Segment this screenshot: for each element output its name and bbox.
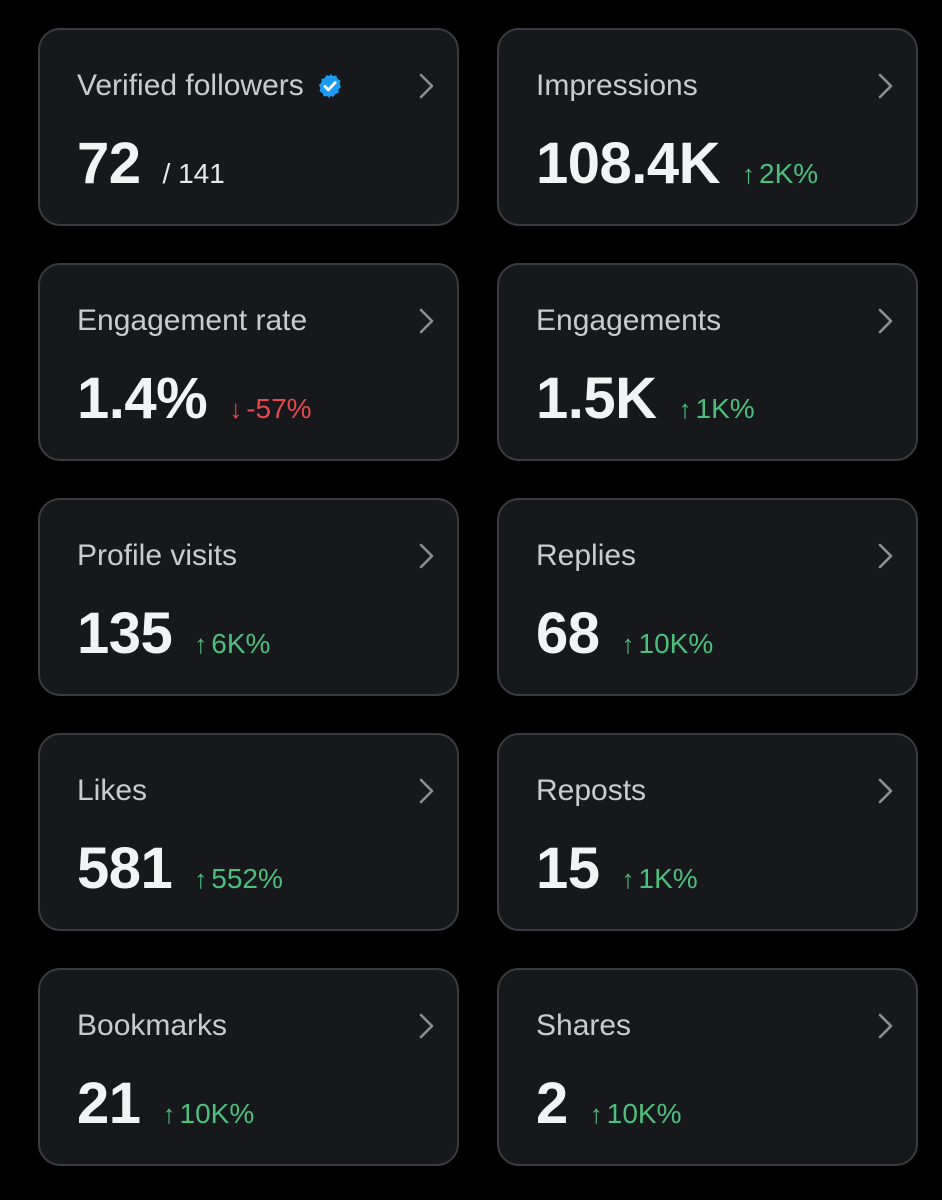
metric-value: 135 (77, 601, 173, 666)
arrow-up-icon: ↑ (621, 864, 635, 894)
metric-change-value: 1K% (638, 863, 698, 894)
arrow-up-icon: ↑ (194, 629, 208, 659)
metric-change-value: 10K% (606, 1098, 682, 1129)
metric-label-row: Likes (77, 773, 147, 809)
metric-value-row: 108.4K ↑ 2K% (536, 130, 818, 198)
metric-change-value: -57% (246, 393, 312, 424)
chevron-right-icon (419, 778, 434, 804)
metric-card-bookmarks[interactable]: Bookmarks 21 ↑ 10K% (38, 968, 459, 1166)
metric-card-engagement-rate[interactable]: Engagement rate 1.4% ↓ -57% (38, 263, 459, 461)
chevron-right-icon (878, 778, 893, 804)
metric-change: ↑ 6K% (194, 628, 270, 660)
metric-label-row: Engagement rate (77, 303, 307, 339)
metric-label: Replies (536, 539, 637, 572)
metric-change-value: 6K% (211, 628, 271, 659)
metric-label: Shares (536, 1009, 632, 1042)
metric-card-impressions[interactable]: Impressions 108.4K ↑ 2K% (497, 28, 918, 226)
metric-card-reposts[interactable]: Reposts 15 ↑ 1K% (497, 733, 918, 931)
metric-label-row: Verified followers (77, 68, 344, 104)
metric-value: 68 (536, 601, 600, 666)
metric-change: ↑ 1K% (679, 393, 755, 425)
metric-card-replies[interactable]: Replies 68 ↑ 10K% (497, 498, 918, 696)
arrow-down-icon: ↓ (229, 394, 243, 424)
verified-badge-icon (318, 73, 341, 99)
metric-card-engagements[interactable]: Engagements 1.5K ↑ 1K% (497, 263, 918, 461)
metric-card-shares[interactable]: Shares 2 ↑ 10K% (497, 968, 918, 1166)
metric-value: 15 (536, 836, 600, 901)
chevron-right-icon (878, 73, 893, 99)
metric-change: ↓ -57% (229, 393, 311, 425)
metric-change: ↑ 10K% (163, 1098, 255, 1130)
metric-value: 581 (77, 836, 173, 901)
metrics-grid: Verified followers 72 / 141 Impressions … (38, 28, 918, 1166)
metric-change: ↑ 10K% (590, 1098, 682, 1130)
metric-label-row: Shares (536, 1008, 631, 1044)
metric-value-row: 135 ↑ 6K% (77, 600, 270, 668)
metric-value-row: 15 ↑ 1K% (536, 835, 698, 903)
arrow-up-icon: ↑ (194, 864, 208, 894)
metric-label: Engagement rate (77, 304, 308, 337)
metric-change-value: 2K% (759, 158, 819, 189)
metric-label: Bookmarks (77, 1009, 228, 1042)
metric-label: Impressions (536, 69, 698, 102)
metric-value-row: 21 ↑ 10K% (77, 1070, 254, 1138)
arrow-up-icon: ↑ (162, 1099, 176, 1129)
metric-label-row: Engagements (536, 303, 721, 339)
metric-change: ↑ 552% (194, 863, 283, 895)
metric-label-row: Reposts (536, 773, 646, 809)
metric-value: 1.4% (77, 366, 208, 431)
metric-change-value: 552% (211, 863, 283, 894)
metric-card-verified-followers[interactable]: Verified followers 72 / 141 (38, 28, 459, 226)
metric-change-value: 10K% (179, 1098, 255, 1129)
metric-value-row: 2 ↑ 10K% (536, 1070, 681, 1138)
chevron-right-icon (878, 308, 893, 334)
metric-change: ↑ 10K% (622, 628, 714, 660)
metric-label-row: Impressions (536, 68, 698, 104)
metric-value-row: 581 ↑ 552% (77, 835, 283, 903)
metric-total: / 141 (162, 158, 225, 189)
arrow-up-icon: ↑ (589, 1099, 603, 1129)
chevron-right-icon (419, 1013, 434, 1039)
chevron-right-icon (419, 543, 434, 569)
chevron-right-icon (419, 73, 434, 99)
arrow-up-icon: ↑ (678, 394, 692, 424)
metric-change-value: 10K% (638, 628, 714, 659)
metric-change-value: 1K% (695, 393, 755, 424)
metric-change: ↑ 2K% (742, 158, 818, 190)
metric-value: 72 (77, 131, 141, 196)
arrow-up-icon: ↑ (742, 159, 756, 189)
chevron-right-icon (419, 308, 434, 334)
metric-value: 108.4K (536, 131, 721, 196)
metric-change: ↑ 1K% (622, 863, 698, 895)
metric-value-row: 1.4% ↓ -57% (77, 365, 312, 433)
metric-card-profile-visits[interactable]: Profile visits 135 ↑ 6K% (38, 498, 459, 696)
chevron-right-icon (878, 543, 893, 569)
metric-card-likes[interactable]: Likes 581 ↑ 552% (38, 733, 459, 931)
metric-label: Reposts (536, 774, 647, 807)
chevron-right-icon (878, 1013, 893, 1039)
metric-label: Profile visits (77, 539, 238, 572)
metric-value-row: 68 ↑ 10K% (536, 600, 713, 668)
metric-value-row: 72 / 141 (77, 130, 225, 198)
metric-label: Engagements (536, 304, 722, 337)
metric-value: 1.5K (536, 366, 657, 431)
metric-value: 21 (77, 1071, 141, 1136)
metric-label-row: Bookmarks (77, 1008, 227, 1044)
metric-label-row: Replies (536, 538, 636, 574)
metric-label: Verified followers (77, 69, 304, 102)
metric-value-row: 1.5K ↑ 1K% (536, 365, 755, 433)
metric-value: 2 (536, 1071, 568, 1136)
metric-label: Likes (77, 774, 148, 807)
arrow-up-icon: ↑ (621, 629, 635, 659)
metric-label-row: Profile visits (77, 538, 237, 574)
